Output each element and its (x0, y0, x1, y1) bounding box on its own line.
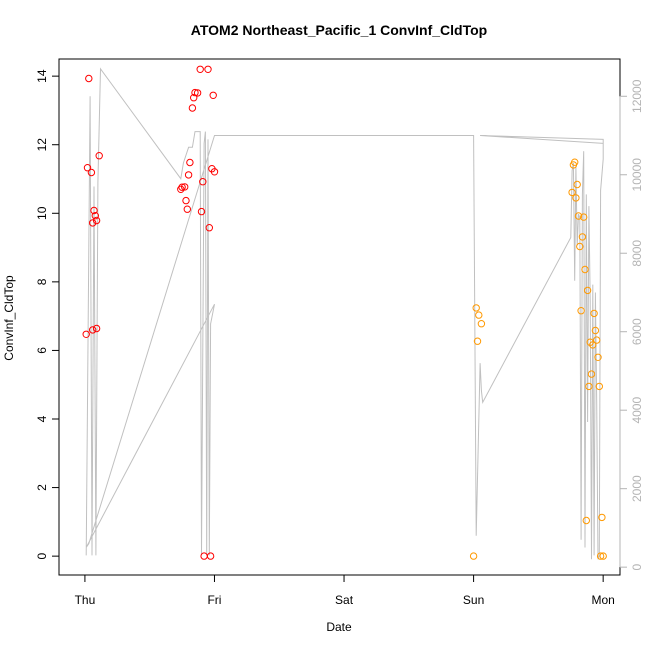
data-point (568, 188, 576, 197)
data-point (85, 74, 93, 83)
y2-tick-label: 8000 (630, 240, 644, 267)
data-point (571, 158, 579, 166)
data-point (472, 304, 480, 312)
data-point (206, 552, 215, 560)
data-point (469, 552, 478, 560)
y2-tick-label: 12000 (630, 79, 644, 113)
data-point (91, 212, 100, 220)
y2-tick-label: 6000 (630, 318, 644, 345)
data-point (190, 94, 198, 102)
data-point (89, 326, 97, 334)
data-point (587, 370, 596, 378)
x-tick-label: Fri (207, 593, 221, 607)
y-tick-label: 2 (35, 484, 49, 491)
data-point (473, 337, 482, 345)
data-point (205, 224, 214, 232)
data-point (184, 171, 193, 179)
data-point (573, 180, 581, 189)
data-point (183, 205, 192, 213)
data-point (595, 382, 603, 391)
data-point (599, 552, 607, 560)
chart-title: ATOM2 Northeast_Pacific_1 ConvInf_CldTop (191, 22, 487, 38)
y2-tick-label: 4000 (630, 397, 644, 424)
data-point (210, 168, 219, 176)
data-point (572, 194, 580, 202)
data-point (90, 206, 98, 215)
data-point (182, 196, 190, 205)
data-point (199, 178, 207, 186)
data-point (188, 104, 197, 112)
y-tick-label: 6 (35, 347, 49, 354)
data-point (477, 320, 486, 328)
y-tick-label: 0 (35, 552, 49, 559)
data-point (209, 91, 217, 100)
data-point (196, 65, 204, 74)
data-point (598, 513, 606, 522)
y-tick-label: 12 (35, 138, 49, 152)
data-point (590, 309, 598, 318)
data-point (197, 207, 206, 216)
data-point (82, 330, 90, 338)
data-point (591, 326, 600, 335)
data-point (89, 219, 97, 227)
y-tick-label: 10 (35, 206, 49, 220)
data-point (181, 183, 189, 191)
y-tick-label: 4 (35, 415, 49, 422)
data-point (193, 89, 202, 97)
points-layer (82, 65, 607, 560)
y2-axis: 0 2000 4000 6000 8000 10000 12000 (619, 79, 644, 570)
data-point (186, 158, 194, 167)
data-point (177, 185, 185, 194)
x-tick-label: Sun (463, 593, 484, 607)
data-point (204, 65, 212, 74)
data-point (581, 265, 589, 274)
secondary-line-layer (85, 67, 604, 560)
x-axis: Thu Fri Sat Sun Mon (75, 574, 615, 607)
series-line-0 (85, 67, 604, 560)
y2-tick-label: 10000 (630, 158, 644, 192)
data-point (593, 336, 601, 344)
data-point (574, 212, 583, 220)
data-point (576, 242, 584, 251)
x-axis-label: Date (326, 620, 352, 634)
data-point (475, 311, 483, 319)
data-point (585, 382, 593, 391)
data-point (95, 152, 103, 160)
x-tick-label: Thu (75, 593, 96, 607)
data-point (589, 341, 597, 349)
data-point (92, 216, 101, 225)
data-point (596, 552, 605, 560)
data-point (178, 183, 186, 191)
y-tick-label: 8 (35, 278, 49, 285)
x-tick-label: Sat (335, 593, 354, 607)
y-axis: 0 2 4 6 8 10 12 14 (35, 69, 60, 559)
y-tick-label: 14 (35, 69, 49, 83)
data-point (92, 324, 101, 333)
data-point (577, 307, 585, 315)
data-point (578, 233, 587, 241)
y2-tick-label: 0 (630, 563, 644, 570)
data-point (83, 164, 92, 172)
data-point (582, 516, 590, 525)
x-tick-label: Mon (591, 593, 614, 607)
y-axis-label: ConvInf_CldTop (2, 275, 16, 361)
data-point (580, 213, 588, 221)
data-point (191, 88, 199, 97)
y2-tick-label: 2000 (630, 475, 644, 502)
data-point (583, 286, 592, 295)
data-point (594, 353, 602, 361)
data-point (87, 168, 96, 177)
